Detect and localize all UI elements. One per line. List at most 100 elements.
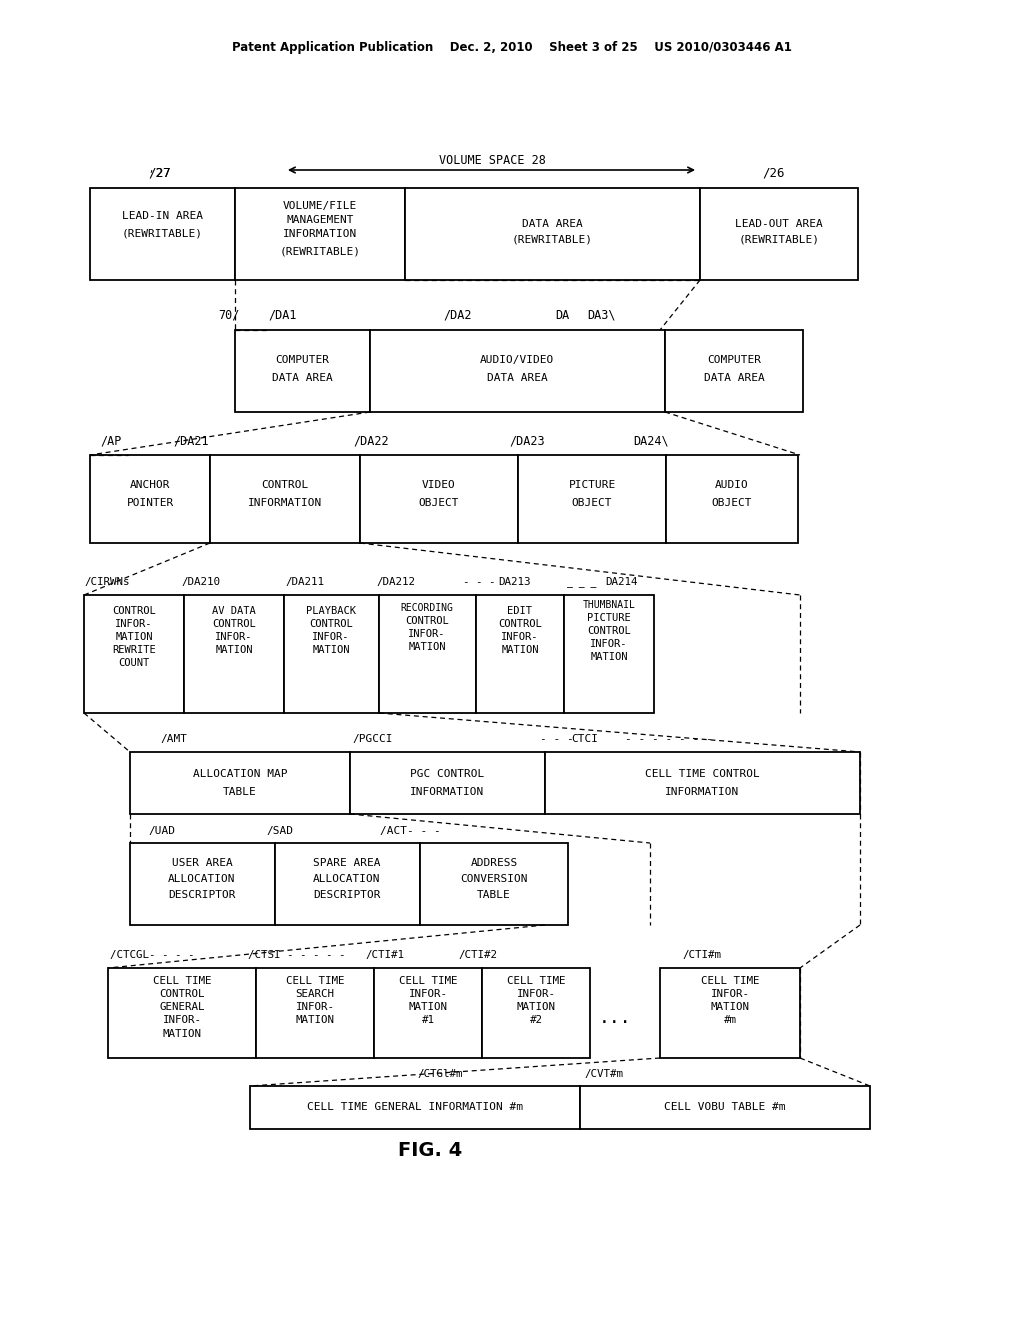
Bar (580, 1086, 870, 1129)
Bar (476, 595, 564, 713)
Bar (210, 455, 360, 543)
Text: OBJECT: OBJECT (419, 498, 459, 508)
Bar (420, 843, 568, 925)
Bar (665, 330, 803, 412)
Text: AUDIO/VIDEO: AUDIO/VIDEO (480, 355, 554, 366)
Text: THUMBNAIL: THUMBNAIL (583, 601, 636, 610)
Text: DA214: DA214 (605, 577, 638, 587)
Text: /CTI#m: /CTI#m (682, 950, 721, 960)
Text: /CVT#m: /CVT#m (584, 1069, 623, 1078)
Bar (256, 968, 374, 1059)
Text: DA213: DA213 (498, 577, 530, 587)
Text: MATION: MATION (312, 645, 350, 655)
Text: INFOR-: INFOR- (409, 630, 445, 639)
Text: (REWRITABLE): (REWRITABLE) (738, 235, 819, 246)
Text: /CTI#1: /CTI#1 (365, 950, 404, 960)
Text: INFORMATION: INFORMATION (283, 228, 357, 239)
Bar (90, 455, 210, 543)
Text: MATION: MATION (502, 645, 539, 655)
Bar (564, 595, 654, 713)
Text: /DA211: /DA211 (285, 577, 324, 587)
Text: INFOR-: INFOR- (409, 989, 447, 999)
Text: GENERAL: GENERAL (160, 1002, 205, 1012)
Text: COUNT: COUNT (119, 657, 150, 668)
Text: OBJECT: OBJECT (571, 498, 612, 508)
Bar (545, 752, 860, 814)
Text: VIDEO: VIDEO (422, 480, 456, 490)
Text: MATION: MATION (296, 1015, 335, 1026)
Bar (250, 1086, 580, 1129)
Bar (284, 595, 379, 713)
Text: /DA210: /DA210 (181, 577, 220, 587)
Text: COMPUTER: COMPUTER (707, 355, 761, 366)
Bar (130, 843, 275, 925)
Text: CELL TIME: CELL TIME (700, 975, 759, 986)
Text: DATA AREA: DATA AREA (703, 374, 764, 383)
Bar (84, 595, 184, 713)
Bar (130, 752, 350, 814)
Bar (379, 595, 476, 713)
Text: INFOR-: INFOR- (711, 989, 750, 999)
Text: ALLOCATION: ALLOCATION (313, 874, 381, 884)
Text: #m: #m (724, 1015, 736, 1026)
Text: Patent Application Publication    Dec. 2, 2010    Sheet 3 of 25    US 2010/03034: Patent Application Publication Dec. 2, 2… (232, 41, 792, 54)
Text: MATION: MATION (590, 652, 628, 663)
Text: ALLOCATION: ALLOCATION (168, 874, 236, 884)
Bar (374, 968, 482, 1059)
Text: CONTROL: CONTROL (498, 619, 542, 630)
Bar (370, 330, 665, 412)
Text: CONTROL: CONTROL (212, 619, 256, 630)
Text: INFOR-: INFOR- (590, 639, 628, 649)
Text: INFOR-: INFOR- (116, 619, 153, 630)
Bar (406, 187, 700, 280)
Text: DESCRIPTOR: DESCRIPTOR (168, 890, 236, 900)
Text: REWRITE: REWRITE (112, 645, 156, 655)
Text: MATION: MATION (215, 645, 253, 655)
Bar (108, 968, 256, 1059)
Text: /DA1: /DA1 (268, 309, 297, 322)
Text: /AMT: /AMT (160, 734, 187, 744)
Text: MATION: MATION (163, 1030, 202, 1039)
Bar (234, 330, 370, 412)
Bar (350, 752, 545, 814)
Text: CONTROL: CONTROL (160, 989, 205, 999)
Text: /ACT- - -: /ACT- - - (380, 826, 440, 836)
Text: MATION: MATION (409, 642, 445, 652)
Text: PGC CONTROL: PGC CONTROL (410, 770, 484, 779)
Bar (660, 968, 800, 1059)
Text: SEARCH: SEARCH (296, 989, 335, 999)
Text: LEAD-IN AREA: LEAD-IN AREA (122, 211, 203, 220)
Text: /AP: /AP (100, 434, 122, 447)
Text: INFOR-: INFOR- (516, 989, 555, 999)
Text: $\mathregular{^,}$27: $\mathregular{^,}$27 (148, 168, 172, 180)
Text: POINTER: POINTER (126, 498, 174, 508)
Text: /27: /27 (148, 168, 171, 180)
Text: /DA212: /DA212 (376, 577, 415, 587)
Text: INFOR-: INFOR- (215, 632, 253, 642)
Text: - - -: - - - (463, 577, 496, 587)
Text: /CTCGL- - - -: /CTCGL- - - - (110, 950, 195, 960)
Text: DA3\: DA3\ (587, 309, 615, 322)
Text: ANCHOR: ANCHOR (130, 480, 170, 490)
Text: INFOR-: INFOR- (163, 1015, 202, 1026)
Text: CONVERSION: CONVERSION (460, 874, 527, 884)
Text: INFOR-: INFOR- (312, 632, 350, 642)
Text: LEAD-OUT AREA: LEAD-OUT AREA (735, 219, 823, 228)
Text: CELL VOBU TABLE #m: CELL VOBU TABLE #m (665, 1102, 785, 1113)
Text: /SAD: /SAD (266, 826, 293, 836)
Text: CONTROL: CONTROL (309, 619, 353, 630)
Text: OBJECT: OBJECT (712, 498, 753, 508)
Text: PICTURE: PICTURE (568, 480, 615, 490)
Text: PICTURE: PICTURE (587, 612, 631, 623)
Text: CONTROL: CONTROL (587, 626, 631, 636)
Text: (REWRITABLE): (REWRITABLE) (512, 235, 593, 246)
Bar (360, 455, 518, 543)
Text: INFOR-: INFOR- (296, 1002, 335, 1012)
Text: /DA21: /DA21 (173, 434, 209, 447)
Text: - - - - - - -: - - - - - - - (625, 734, 713, 744)
Bar (90, 187, 234, 280)
Text: CELL TIME CONTROL: CELL TIME CONTROL (645, 770, 760, 779)
Text: AUDIO: AUDIO (715, 480, 749, 490)
Text: #1: #1 (422, 1015, 434, 1026)
Text: DESCRIPTOR: DESCRIPTOR (313, 890, 381, 900)
